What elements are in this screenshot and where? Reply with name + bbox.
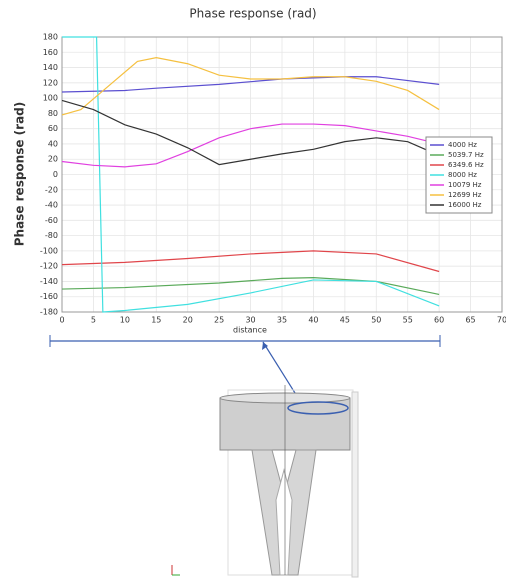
x-tick-label: 40 <box>308 316 318 325</box>
y-tick-label: 40 <box>48 139 58 148</box>
x-tick-label: 60 <box>434 316 444 325</box>
y-tick-label: -40 <box>45 201 58 210</box>
plot: -180 -160 -140 -120 -100 -80 -60 -40 -20 0 20 40 60 8… <box>40 33 506 325</box>
y-tick-label: -60 <box>45 216 58 225</box>
x-tick-label: 65 <box>465 316 475 325</box>
y-tick-label: -160 <box>40 292 58 301</box>
y-tick-label: -100 <box>40 246 58 255</box>
y-tick-label: -180 <box>40 308 58 317</box>
scale-bar <box>352 392 358 577</box>
x-tick-label: 0 <box>59 316 64 325</box>
x-tick-label: 20 <box>183 316 193 325</box>
y-tick-label: -80 <box>45 231 58 240</box>
legend-label: 8000 Hz <box>448 171 477 179</box>
page: Phase response (rad) Phase response (rad… <box>0 0 506 582</box>
y-axis-label: Phase response (rad) <box>13 102 27 247</box>
x-tick-label: 15 <box>151 316 161 325</box>
y-tick-label: -120 <box>40 262 58 271</box>
model-view <box>50 335 440 577</box>
legend-label: 4000 Hz <box>448 141 477 149</box>
y-tick-label: 140 <box>43 63 58 72</box>
legend-label: 12699 Hz <box>448 191 482 199</box>
legend-label: 16000 Hz <box>448 201 482 209</box>
y-tick-label: -20 <box>45 185 58 194</box>
y-tick-label: 60 <box>48 124 58 133</box>
x-tick-label: 5 <box>91 316 96 325</box>
x-tick-label: 55 <box>403 316 413 325</box>
x-tick-label: 25 <box>214 316 224 325</box>
pointer-arrow <box>263 342 300 401</box>
y-tick-label: 160 <box>43 48 58 57</box>
legend-label: 6349.6 Hz <box>448 161 484 169</box>
x-tick-label: 45 <box>340 316 350 325</box>
y-tick-label: 0 <box>53 170 58 179</box>
legend-label: 10079 Hz <box>448 181 482 189</box>
x-tick-label: 35 <box>277 316 287 325</box>
y-tick-label: 120 <box>43 78 58 87</box>
x-tick-label: 10 <box>120 316 130 325</box>
chart-title: Phase response (rad) <box>189 7 316 21</box>
x-axis-label: distance <box>233 326 267 335</box>
y-tick-label: 100 <box>43 94 58 103</box>
x-tick-label: 30 <box>245 316 255 325</box>
x-tick-label: 70 <box>497 316 506 325</box>
legend-label: 5039.7 Hz <box>448 151 484 159</box>
x-tick-label: 50 <box>371 316 381 325</box>
y-tick-label: 20 <box>48 155 58 164</box>
y-tick-label: 80 <box>48 109 58 118</box>
y-tick-label: 180 <box>43 33 58 42</box>
y-tick-label: -140 <box>40 277 58 286</box>
